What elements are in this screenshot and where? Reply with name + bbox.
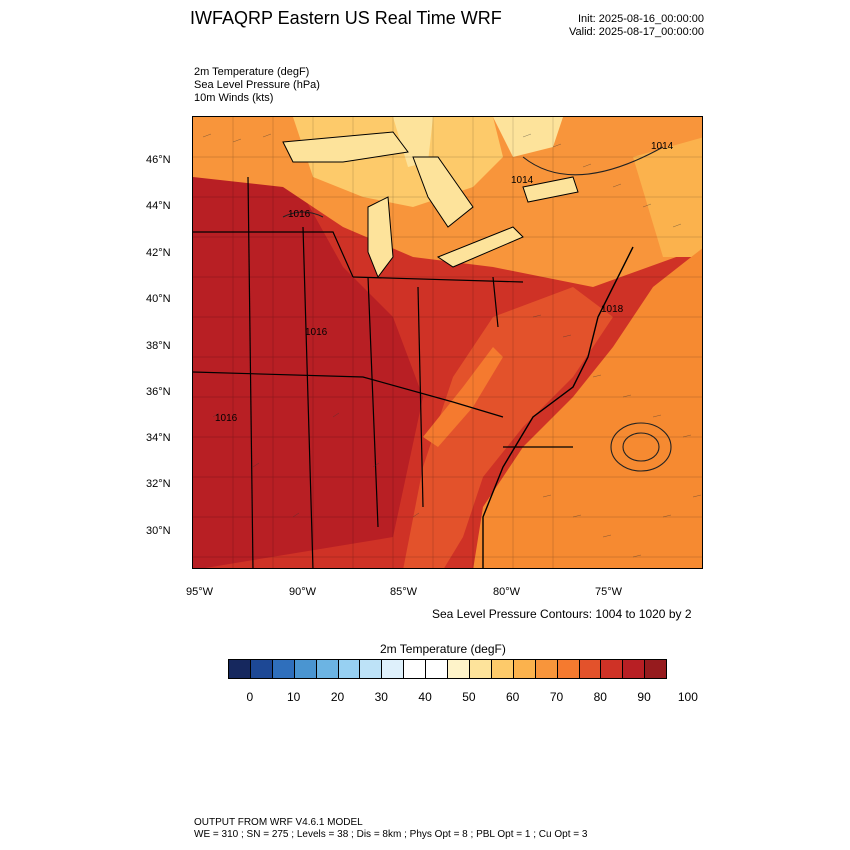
colorbar-cell [622, 659, 646, 679]
lon-label-80: 80°W [493, 586, 521, 598]
lon-label-75: 75°W [595, 586, 623, 598]
colorbar-cell [644, 659, 668, 679]
colorbar-cell [381, 659, 405, 679]
lat-label-30: 30°N [146, 525, 171, 537]
colorbar-label: 30 [374, 690, 388, 704]
colorbar-cell [534, 659, 558, 679]
wind-barbs [202, 133, 702, 558]
lat-label-36: 36°N [146, 386, 171, 398]
lat-label-32: 32°N [146, 478, 171, 490]
colorbar-cell [447, 659, 470, 679]
colorbar-label: 40 [418, 690, 432, 704]
colorbar-cell [468, 659, 492, 679]
colorbar-cell [337, 659, 361, 679]
colorbar-cell [578, 659, 602, 679]
pressure-label-1014-lakes: 1014 [511, 175, 534, 186]
colorbar-label: 80 [593, 690, 607, 704]
colorbar-cell [556, 659, 580, 679]
pressure-label-group: 1014 1014 1016 1018 1016 1016 [215, 141, 674, 424]
colorbar-cell [359, 659, 383, 679]
colorbar-title: 2m Temperature (degF) [380, 642, 506, 656]
colorbar-label: 20 [330, 690, 345, 704]
colorbar-cell [228, 659, 251, 679]
state-boundaries [193, 176, 573, 568]
coastal-warm-region [403, 287, 613, 568]
pressure-label-1014-ne: 1014 [651, 141, 674, 152]
model-info: OUTPUT FROM WRF V4.6.1 MODEL [194, 817, 363, 828]
appalachian-strip [423, 347, 503, 447]
init-time: Init: 2025-08-16_00:00:00 [578, 13, 704, 25]
colorbar-cell [600, 659, 624, 679]
pressure-label-1016-mid: 1016 [288, 209, 311, 220]
field-label-pressure: Sea Level Pressure (hPa) [194, 79, 320, 91]
hot-region [193, 177, 423, 568]
colorbar-cell [425, 659, 449, 679]
colorbar-label: 100 [677, 690, 698, 704]
pressure-label-1016-west: 1016 [305, 327, 328, 338]
pressure-label-1016-south: 1016 [215, 413, 238, 424]
colorbar-cell [249, 659, 273, 679]
lat-label-42: 42°N [146, 247, 171, 259]
colorbar-label: 60 [506, 690, 520, 704]
lon-label-85: 85°W [390, 586, 418, 598]
lat-label-46: 46°N [146, 154, 171, 166]
colorbar-cell [271, 659, 295, 679]
valid-time: Valid: 2025-08-17_00:00:00 [569, 26, 704, 38]
colorbar-label: 10 [287, 690, 301, 704]
colorbar-cell [403, 659, 427, 679]
map-title: IWFAQRP Eastern US Real Time WRF [190, 8, 502, 28]
weather-map: 1014 1014 1016 1018 1016 1016 [192, 116, 703, 569]
northeast-region [633, 137, 702, 257]
colorbar-cell [315, 659, 339, 679]
colorbar-label: 70 [549, 690, 564, 704]
cool-patch-2 [493, 117, 563, 157]
map-canvas: 1014 1014 1016 1018 1016 1016 [193, 117, 702, 568]
field-label-temperature: 2m Temperature (degF) [194, 66, 310, 78]
colorbar-label: 90 [637, 690, 651, 704]
contour-note: Sea Level Pressure Contours: 1004 to 102… [432, 607, 692, 621]
coastline [482, 246, 634, 568]
cool-patch-1 [393, 117, 433, 167]
ocean-region [473, 248, 702, 568]
pressure-label-1018-coast: 1018 [601, 304, 624, 315]
lat-label-34: 34°N [146, 432, 171, 444]
colorbar-label: 50 [462, 690, 476, 704]
field-label-winds: 10m Winds (kts) [194, 92, 274, 104]
great-lakes [282, 131, 579, 279]
colorbar-cell [490, 659, 514, 679]
colorbar-cell [512, 659, 536, 679]
model-parameters: WE = 310 ; SN = 275 ; Levels = 38 ; Dis … [194, 829, 588, 840]
lat-label-38: 38°N [146, 340, 171, 352]
lon-label-90: 90°W [289, 586, 317, 598]
pressure-contours [282, 146, 672, 472]
colorbar-label: 0 [246, 690, 254, 704]
colorbar-cell [293, 659, 317, 679]
colorbar [228, 659, 668, 679]
lon-label-95: 95°W [186, 586, 214, 598]
lat-label-44: 44°N [146, 200, 171, 212]
lat-label-40: 40°N [146, 293, 171, 305]
